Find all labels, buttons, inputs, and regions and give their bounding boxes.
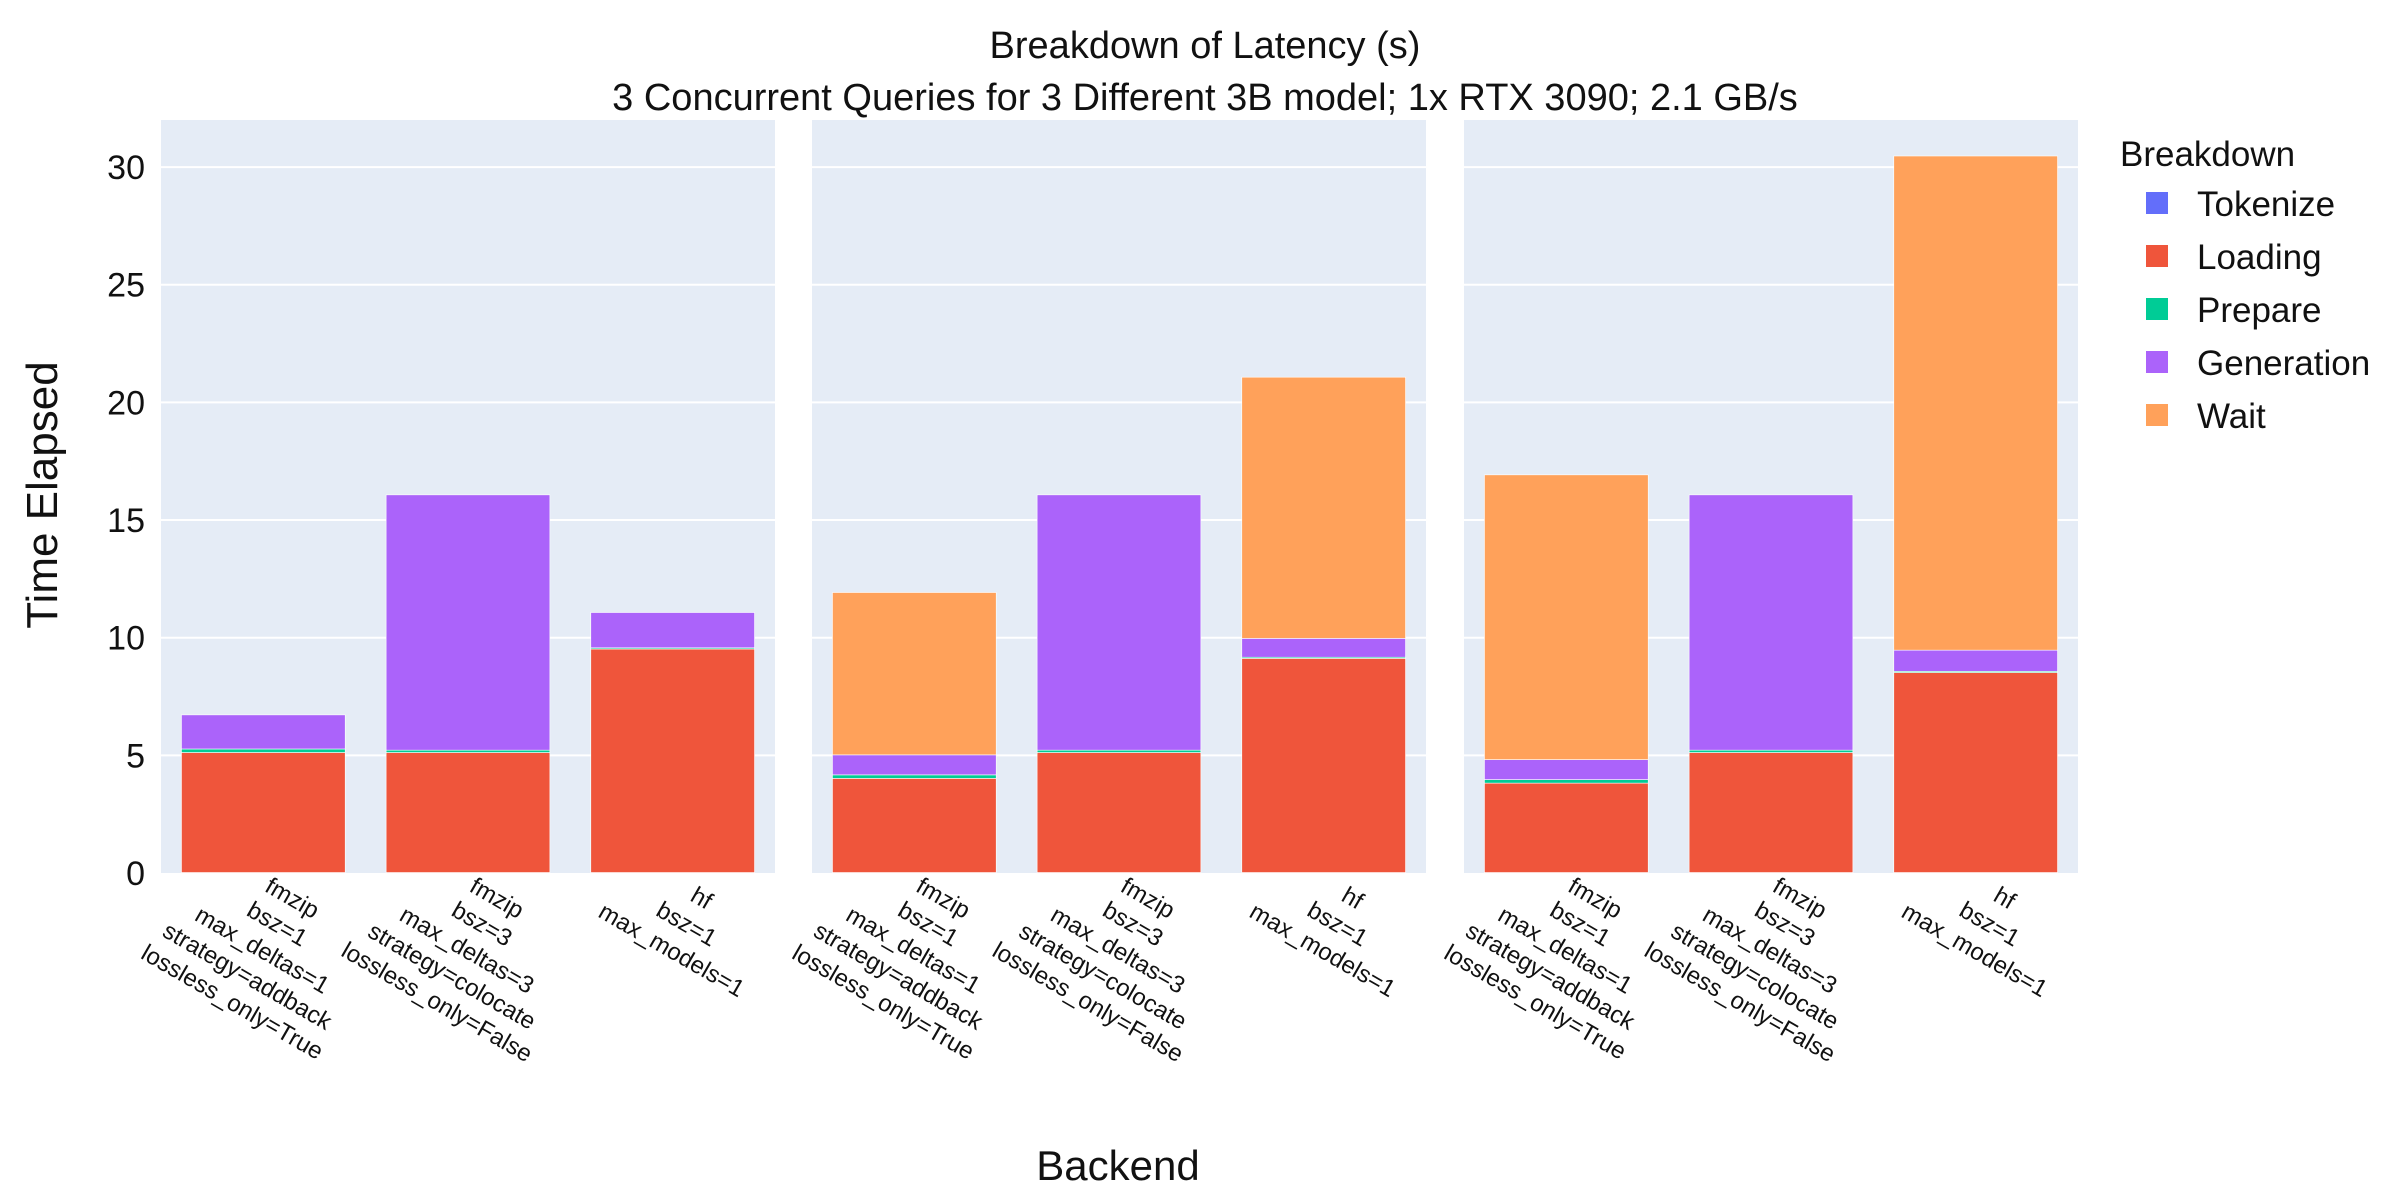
bar-segment-generation: [590, 612, 755, 649]
legend-item-wait: Wait: [2197, 397, 2266, 436]
bar-segment-loading: [385, 752, 551, 873]
bar-segment-prepare: [181, 748, 346, 753]
bar-segment-wait: [1484, 474, 1649, 760]
x-axis-label: Backend: [1036, 1142, 1199, 1189]
bar-segment-wait: [1241, 376, 1406, 639]
legend-swatch-tokenize: [2146, 192, 2168, 214]
legend-swatch-generation: [2146, 351, 2168, 373]
bar-segment-loading: [1241, 658, 1406, 873]
subplot-2: fmzipbsz=1max_deltas=1strategy=addbacklo…: [787, 120, 1426, 1068]
bar-segment-wait: [832, 592, 997, 756]
bar-segment-generation: [385, 494, 551, 751]
bar-segment-loading: [832, 778, 997, 873]
y-tick-label: 0: [126, 855, 145, 893]
bar-segment-generation: [1241, 638, 1406, 658]
bar-segment-prepare: [1688, 749, 1854, 753]
bar-segment-generation: [1893, 649, 2058, 672]
bar-segment-generation: [181, 714, 346, 750]
legend-item-tokenize: Tokenize: [2197, 185, 2335, 224]
y-axis-label: Time Elapsed: [18, 361, 67, 628]
bar-segment-generation: [832, 754, 997, 776]
chart-subtitle: 3 Concurrent Queries for 3 Different 3B …: [612, 77, 1798, 119]
bar-segment-generation: [1688, 494, 1854, 751]
bar-segment-loading: [1893, 672, 2058, 873]
y-tick-label: 10: [107, 620, 145, 658]
y-tick-label: 15: [107, 502, 145, 540]
legend-item-loading: Loading: [2197, 238, 2322, 277]
bar-segment-prepare: [1036, 749, 1202, 753]
bar-segment-loading: [1036, 752, 1202, 873]
bar-segment-loading: [1484, 782, 1649, 873]
y-tick-label: 30: [107, 149, 145, 187]
legend-swatch-loading: [2146, 245, 2168, 267]
subplot-1: fmzipbsz=1max_deltas=1strategy=addbacklo…: [136, 120, 775, 1068]
legend-title: Breakdown: [2120, 135, 2295, 174]
legend-item-prepare: Prepare: [2197, 291, 2322, 330]
y-tick-label: 25: [107, 267, 145, 305]
subplot-3: fmzipbsz=1max_deltas=1strategy=addbacklo…: [1439, 120, 2078, 1068]
legend: Breakdown Tokenize Loading Prepare Generati…: [2120, 135, 2370, 436]
bar-segment-loading: [590, 648, 755, 873]
bar-segment-prepare: [385, 749, 551, 753]
bar-segment-generation: [1484, 759, 1649, 780]
bar-segment-loading: [1688, 752, 1854, 873]
legend-swatch-wait: [2146, 404, 2168, 426]
bar-segment-prepare: [1484, 779, 1649, 784]
bar-segment-wait: [1893, 155, 2058, 651]
bar-segment-loading: [181, 752, 346, 873]
legend-swatch-prepare: [2146, 298, 2168, 320]
chart-title: Breakdown of Latency (s): [990, 25, 1421, 67]
y-tick-label: 5: [126, 737, 145, 775]
y-tick-label: 20: [107, 384, 145, 422]
plot-area: fmzipbsz=1max_deltas=1strategy=addbacklo…: [107, 120, 2078, 1068]
bar-segment-generation: [1036, 494, 1202, 751]
bar-segment-prepare: [832, 774, 997, 779]
legend-item-generation: Generation: [2197, 344, 2370, 383]
